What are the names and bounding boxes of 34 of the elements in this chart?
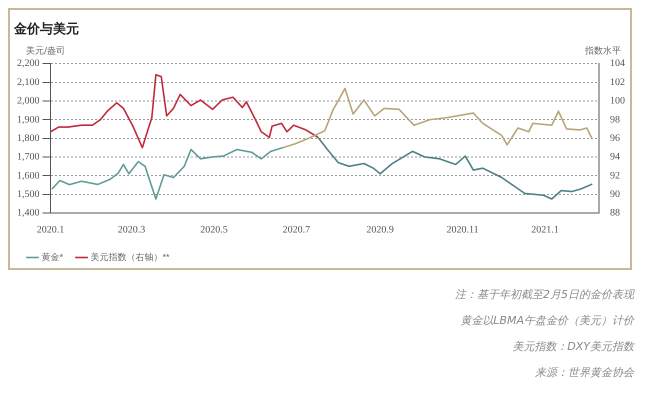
y-tick-label: 1,900 <box>17 114 40 126</box>
x-tick-label: 2020.1 <box>36 224 64 236</box>
y-axis-title: 美元/盎司 <box>26 45 66 56</box>
x-tick-label: 2020.5 <box>200 224 228 236</box>
y-tick-label: 1,800 <box>17 132 40 144</box>
y2-tick-label: 98 <box>610 114 620 126</box>
x-tick-label: 2020.9 <box>366 224 394 236</box>
y-tick-label: 2,200 <box>17 58 40 70</box>
y2-tick-label: 104 <box>610 58 625 70</box>
source-note: 来源：世界黄金协会 <box>534 365 634 381</box>
x-tick-label: 2020.3 <box>118 224 146 236</box>
y-tick-label: 2,100 <box>17 76 40 88</box>
legend-label: 黄金* <box>42 252 64 262</box>
legend-label: 美元指数（右轴）** <box>90 252 170 262</box>
x-tick-label: 2020.11 <box>446 224 479 236</box>
y-tick-label: 1,600 <box>17 170 40 182</box>
text: 美元指数：DXY美元指数 <box>511 339 634 355</box>
y-tick-label: 1,400 <box>17 208 40 219</box>
y2-tick-label: 88 <box>610 208 620 219</box>
chart-title: 金价与美元 <box>13 21 79 38</box>
y2-axis-title: 指数水平 <box>584 45 621 56</box>
y2-tick-label: 96 <box>610 132 620 144</box>
y2-tick-label: 92 <box>610 170 620 182</box>
x-tick-label: 2020.7 <box>282 224 310 236</box>
y-tick-label: 1,700 <box>17 152 40 163</box>
y-tick-label: 1,500 <box>17 188 40 200</box>
y2-tick-label: 94 <box>610 152 620 163</box>
x-tick-label: 2021.1 <box>531 224 559 236</box>
y2-tick-label: 90 <box>610 188 620 200</box>
text: 黄金以LBMA午盘金价（美元）计价 <box>459 313 634 329</box>
y-tick-label: 2,000 <box>17 96 40 107</box>
text: 注：基于年初截至2月5日的金价表现 <box>455 287 634 303</box>
y2-tick-label: 102 <box>610 76 625 88</box>
y2-tick-label: 100 <box>610 96 625 107</box>
